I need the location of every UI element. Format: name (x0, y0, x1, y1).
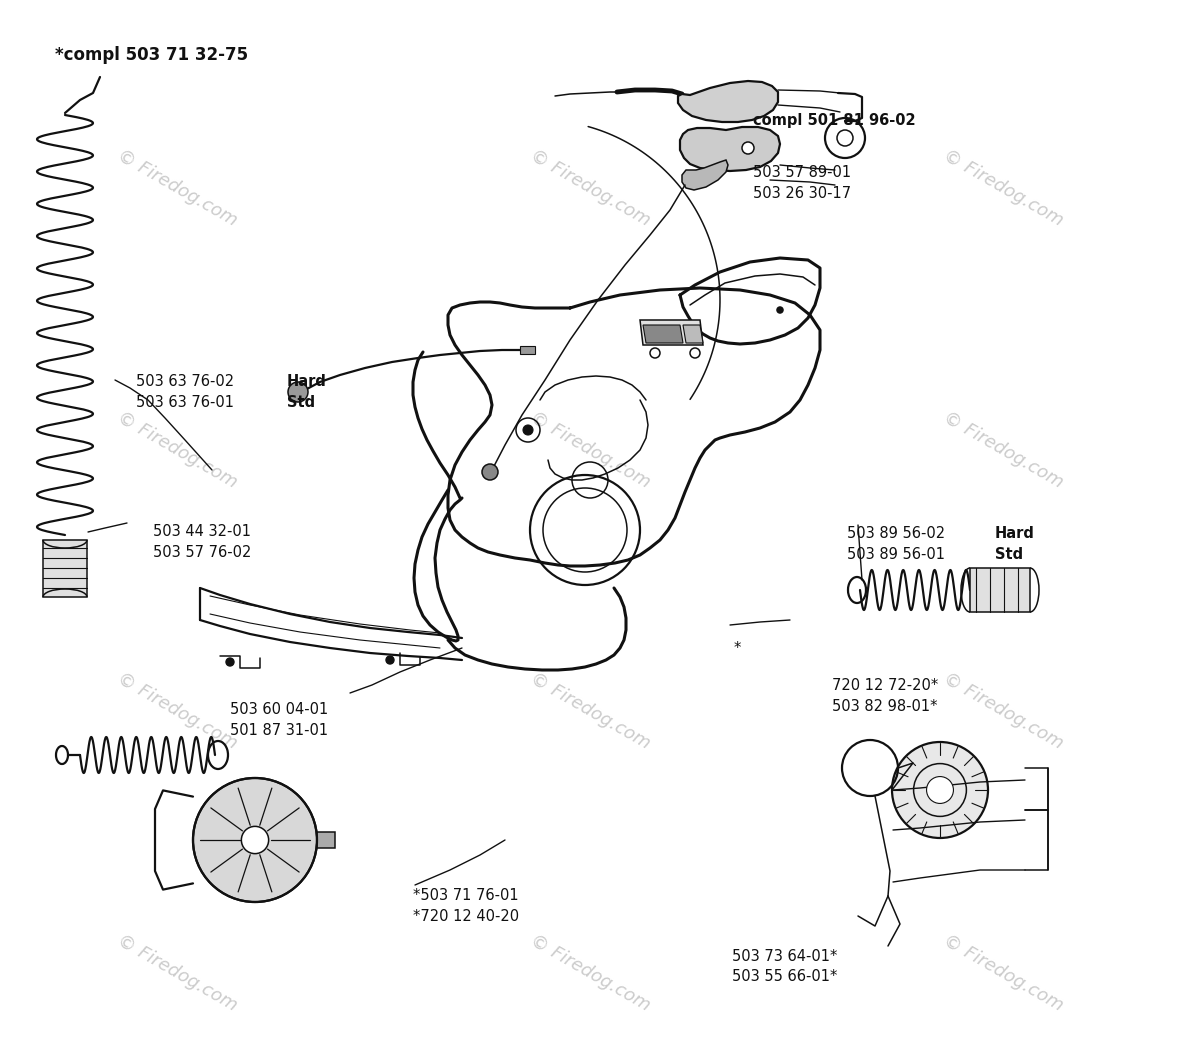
Text: © Firedog.com: © Firedog.com (939, 408, 1067, 492)
Circle shape (242, 826, 269, 854)
Text: *720 12 40-20: *720 12 40-20 (413, 909, 519, 924)
Text: 503 63 76-01: 503 63 76-01 (136, 395, 238, 410)
Text: © Firedog.com: © Firedog.com (526, 669, 654, 753)
Text: Std: Std (995, 547, 1023, 562)
Circle shape (776, 306, 784, 313)
Circle shape (481, 464, 498, 480)
Text: © Firedog.com: © Firedog.com (113, 931, 241, 1015)
Circle shape (926, 776, 953, 803)
Polygon shape (643, 325, 683, 343)
Text: 503 26 30-17: 503 26 30-17 (753, 186, 851, 201)
Text: © Firedog.com: © Firedog.com (113, 408, 241, 492)
Text: *: * (734, 641, 741, 656)
Text: *compl 503 71 32-75: *compl 503 71 32-75 (55, 46, 248, 64)
Text: *503 71 76-01: *503 71 76-01 (413, 888, 519, 903)
Text: 503 60 04-01: 503 60 04-01 (230, 702, 328, 717)
Circle shape (690, 348, 700, 358)
Text: Std: Std (287, 395, 315, 410)
Text: © Firedog.com: © Firedog.com (526, 931, 654, 1015)
Text: © Firedog.com: © Firedog.com (939, 669, 1067, 753)
Text: Hard: Hard (287, 374, 327, 389)
Circle shape (650, 348, 660, 358)
Polygon shape (520, 346, 535, 354)
Circle shape (386, 656, 394, 664)
Text: © Firedog.com: © Firedog.com (526, 408, 654, 492)
Text: © Firedog.com: © Firedog.com (113, 146, 241, 230)
Polygon shape (640, 320, 703, 345)
Text: 720 12 72-20*: 720 12 72-20* (832, 678, 938, 692)
Polygon shape (683, 325, 703, 343)
Polygon shape (678, 81, 778, 122)
Text: 503 57 89-01: 503 57 89-01 (753, 165, 851, 180)
Text: © Firedog.com: © Firedog.com (526, 146, 654, 230)
Circle shape (523, 425, 533, 435)
Text: 503 55 66-01*: 503 55 66-01* (732, 970, 837, 984)
Text: 503 57 76-02: 503 57 76-02 (153, 545, 251, 560)
Circle shape (892, 742, 988, 838)
Polygon shape (680, 127, 780, 170)
Text: 503 44 32-01: 503 44 32-01 (153, 524, 251, 539)
Polygon shape (682, 160, 728, 190)
Circle shape (288, 382, 308, 402)
Circle shape (227, 658, 234, 666)
Text: © Firedog.com: © Firedog.com (939, 931, 1067, 1015)
Polygon shape (317, 832, 335, 848)
Text: 503 89 56-02: 503 89 56-02 (847, 526, 950, 541)
Text: 503 73 64-01*: 503 73 64-01* (732, 949, 837, 963)
Circle shape (194, 778, 317, 902)
Circle shape (742, 142, 754, 154)
Text: © Firedog.com: © Firedog.com (939, 146, 1067, 230)
Polygon shape (42, 540, 87, 597)
Text: 503 63 76-02: 503 63 76-02 (136, 374, 238, 389)
Text: 501 87 31-01: 501 87 31-01 (230, 723, 328, 737)
Text: © Firedog.com: © Firedog.com (113, 669, 241, 753)
Polygon shape (970, 568, 1030, 612)
Text: compl 501 81 96-02: compl 501 81 96-02 (753, 113, 916, 128)
Text: 503 82 98-01*: 503 82 98-01* (832, 699, 937, 713)
Text: Hard: Hard (995, 526, 1035, 541)
Text: 503 89 56-01: 503 89 56-01 (847, 547, 950, 562)
